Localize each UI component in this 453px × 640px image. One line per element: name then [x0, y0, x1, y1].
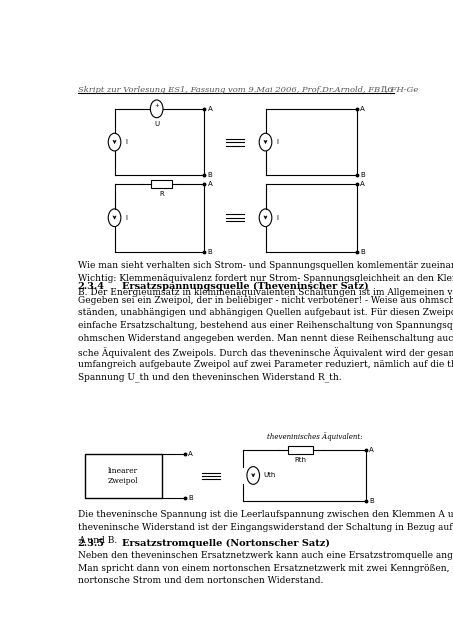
Text: 2.3.4: 2.3.4	[78, 282, 105, 291]
Text: B: B	[207, 172, 212, 179]
Text: theveninsche Widerstand ist der Eingangswiderstand der Schaltung in Bezug auf di: theveninsche Widerstand ist der Eingangs…	[78, 524, 453, 532]
Text: B. Der Energieumsatz in klemmenäquivalenten Schaltungen ist im Allgemeinen versc: B. Der Energieumsatz in klemmenäquivalen…	[78, 288, 453, 297]
Text: Ersatzstromquelle (Nortonscher Satz): Ersatzstromquelle (Nortonscher Satz)	[121, 539, 329, 548]
Text: +: +	[154, 103, 159, 108]
Text: Wie man sieht verhalten sich Strom- und Spannungsquellen komlementär zueinander.: Wie man sieht verhalten sich Strom- und …	[78, 260, 453, 269]
Text: linearer: linearer	[108, 467, 139, 475]
Text: nortonsche Strom und dem nortonschen Widerstand.: nortonsche Strom und dem nortonschen Wid…	[78, 577, 323, 586]
Text: A: A	[207, 180, 212, 187]
Text: umfangreich aufgebaute Zweipol auf zwei Parameter reduziert, nämlich auf die the: umfangreich aufgebaute Zweipol auf zwei …	[78, 360, 453, 369]
Text: ständen, unabhängigen und abhängigen Quellen aufgebaut ist. Für diesen Zweipol k: ständen, unabhängigen und abhängigen Que…	[78, 308, 453, 317]
Text: Man spricht dann von einem nortonschen Ersatznetzwerk mit zwei Kenngrößen, nämli: Man spricht dann von einem nortonschen E…	[78, 564, 453, 573]
Text: I: I	[276, 215, 278, 221]
Text: A: A	[360, 106, 365, 112]
Text: Wichtig: Klemmenäquivalenz fordert nur Strom- Spannungsgleichheit an den Klemmen: Wichtig: Klemmenäquivalenz fordert nur S…	[78, 275, 453, 284]
Text: A: A	[188, 451, 193, 457]
Text: Neben den theveninschen Ersatznetzwerk kann auch eine Ersatzstromquelle angegebe: Neben den theveninschen Ersatznetzwerk k…	[78, 551, 453, 560]
Text: 2.3.5: 2.3.5	[78, 539, 105, 548]
Text: Die theveninsche Spannung ist die Leerlaufspannung zwischen den Klemmen A und B.: Die theveninsche Spannung ist die Leerla…	[78, 511, 453, 520]
Text: B: B	[360, 172, 365, 179]
Text: Gegeben sei ein Zweipol, der in beliebiger - nicht verbotener! - Weise aus ohmsc: Gegeben sei ein Zweipol, der in beliebig…	[78, 296, 453, 305]
Text: R: R	[159, 191, 164, 196]
Text: Uth: Uth	[264, 472, 276, 479]
Text: B: B	[369, 498, 374, 504]
Bar	[288, 447, 313, 454]
Text: 16: 16	[383, 86, 394, 94]
Bar	[85, 454, 162, 498]
Text: U: U	[154, 121, 159, 127]
Text: ohmschen Widerstand angegeben werden. Man nennt diese Reihenschaltung auch das t: ohmschen Widerstand angegeben werden. Ma…	[78, 334, 453, 343]
Text: Spannung U_th und den theveninschen Widerstand R_th.: Spannung U_th und den theveninschen Wide…	[78, 372, 341, 382]
Text: Skript zur Vorlesung ES1, Fassung vom 9.Mai 2006, Prof.Dr.Arnold, FB1, FH-Ge: Skript zur Vorlesung ES1, Fassung vom 9.…	[78, 86, 418, 94]
Text: A: A	[207, 106, 212, 112]
Text: A und B.: A und B.	[78, 536, 117, 545]
Text: Rth: Rth	[294, 457, 307, 463]
Text: B: B	[207, 249, 212, 255]
Text: Zweipol: Zweipol	[108, 477, 139, 485]
Text: I: I	[125, 139, 127, 145]
Text: einfache Ersatzschaltung, bestehend aus einer Reihenschaltung von Spannungsquell: einfache Ersatzschaltung, bestehend aus …	[78, 321, 453, 330]
Text: A: A	[360, 180, 365, 187]
Text: theveninisches Äquivalent:: theveninisches Äquivalent:	[267, 433, 363, 442]
Text: B: B	[188, 495, 193, 501]
Text: I: I	[125, 215, 127, 221]
Bar	[150, 180, 172, 188]
Text: I: I	[276, 139, 278, 145]
Text: sche Äquivalent des Zweipols. Durch das theveninsche Äquivalent wird der gesamte: sche Äquivalent des Zweipols. Durch das …	[78, 347, 453, 358]
Text: B: B	[360, 249, 365, 255]
Text: A: A	[369, 447, 374, 453]
Text: Ersatzspannungsquelle (Theveninscher Satz): Ersatzspannungsquelle (Theveninscher Sat…	[121, 282, 368, 291]
